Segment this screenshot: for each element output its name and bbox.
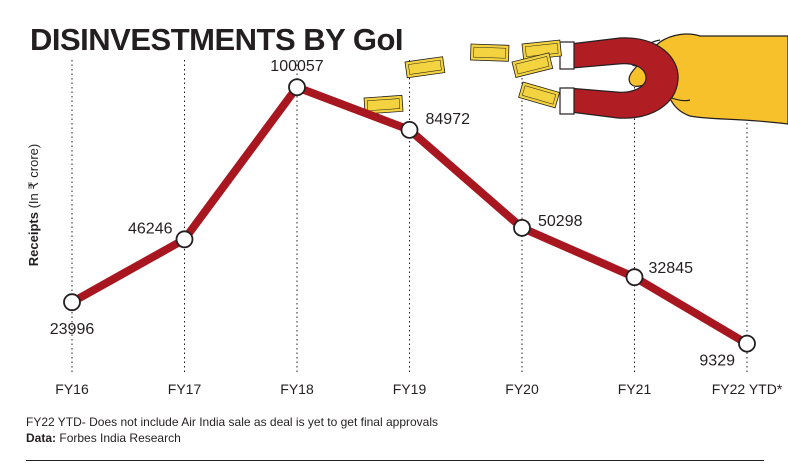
data-label: 23996 — [50, 321, 95, 338]
footnote-note: FY22 YTD- Does not include Air India sal… — [26, 415, 439, 429]
x-tick-label: FY22 YTD* — [712, 381, 783, 397]
data-source-text: Forbes India Research — [59, 431, 181, 445]
data-label: 9329 — [699, 353, 735, 370]
currency-note-icon — [511, 52, 554, 79]
currency-note-icon — [521, 39, 562, 61]
data-label: 84972 — [426, 111, 471, 128]
chart-title: DISINVESTMENTS BY GoI — [30, 22, 404, 57]
x-tick-label: FY16 — [55, 381, 89, 397]
magnet-pole — [559, 41, 575, 70]
data-label: 46246 — [128, 220, 173, 237]
x-tick-label: FY21 — [618, 381, 652, 397]
data-label: 32845 — [649, 260, 694, 277]
x-tick-label: FY17 — [168, 381, 202, 397]
magnet-illustration-body — [567, 37, 679, 119]
footnote: FY22 YTD- Does not include Air India sal… — [26, 414, 438, 446]
x-tick-label: FY20 — [505, 381, 539, 397]
data-label: 100057 — [270, 58, 323, 75]
data-source: Data: Forbes India Research — [26, 430, 438, 446]
data-labels: 23996 46246 100057 84972 50298 32845 9329 — [50, 58, 735, 369]
data-source-label: Data: — [26, 431, 57, 445]
data-label: 50298 — [538, 213, 583, 230]
currency-note-icon — [518, 81, 561, 109]
x-tick-label: FY18 — [280, 381, 314, 397]
x-tick-label: FY19 — [393, 381, 427, 397]
data-point — [400, 120, 419, 139]
magnet-pole — [559, 87, 575, 115]
currency-note-icon — [470, 43, 510, 62]
data-point — [175, 230, 194, 249]
data-point — [625, 268, 644, 287]
x-axis-ticks: FY16 FY17 FY18 FY19 FY20 FY21 FY22 YTD* — [55, 381, 783, 397]
currency-note-icon — [404, 56, 446, 79]
data-point — [513, 218, 531, 237]
data-point — [63, 293, 81, 312]
line-chart: 23996 46246 100057 84972 50298 32845 9329 FY16… — [50, 33, 788, 397]
data-markers — [63, 78, 756, 353]
currency-note-icon — [363, 94, 404, 115]
data-point — [738, 334, 756, 353]
bottom-rule — [26, 460, 764, 461]
data-point — [288, 78, 306, 97]
magnet-illustration — [363, 33, 788, 125]
